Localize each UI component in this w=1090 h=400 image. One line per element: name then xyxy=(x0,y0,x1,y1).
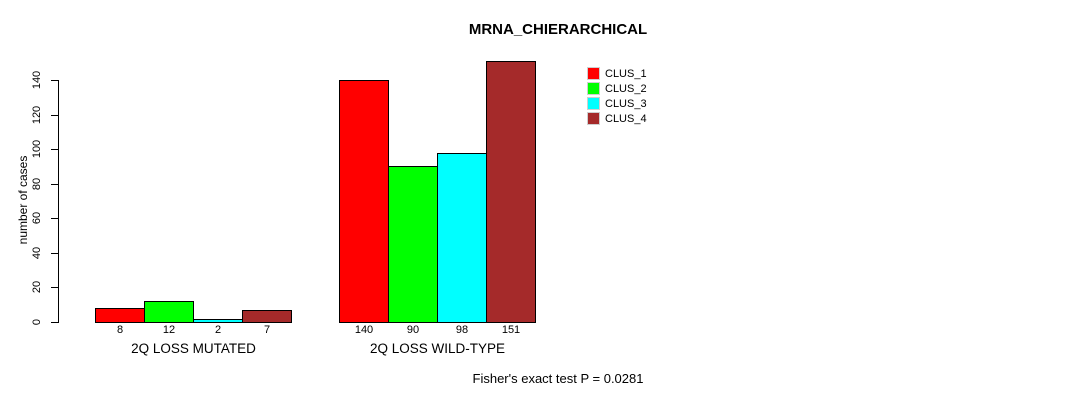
bar-value-label: 151 xyxy=(501,324,521,336)
annotation-text: Fisher's exact test P = 0.0281 xyxy=(472,371,644,386)
y-tick-mark xyxy=(51,252,58,254)
bar-clus_1 xyxy=(95,308,145,323)
bar-clus_2 xyxy=(144,301,194,323)
legend-swatch-clus_2 xyxy=(587,82,600,95)
bar-value-label: 140 xyxy=(354,324,374,336)
bar-value-label: 8 xyxy=(116,324,124,336)
bar-clus_3 xyxy=(193,318,243,323)
bar-value-label: 2 xyxy=(214,324,222,336)
legend-label: CLUS_4 xyxy=(605,112,647,125)
y-axis-label: number of cases xyxy=(16,155,30,245)
bar-value-label: 12 xyxy=(162,324,176,336)
chart-title: MRNA_CHIERARCHICAL xyxy=(468,21,648,38)
legend-swatch-clus_3 xyxy=(587,97,600,110)
y-tick-mark xyxy=(51,287,58,289)
y-tick-label: 120 xyxy=(31,105,43,124)
y-tick-mark xyxy=(51,322,58,323)
bar-clus_1 xyxy=(339,80,389,323)
legend-item: CLUS_2 xyxy=(587,81,647,96)
legend-label: CLUS_2 xyxy=(605,82,647,95)
bar-clus_4 xyxy=(486,60,536,323)
bar-clus_3 xyxy=(437,152,487,323)
bar-clus_4 xyxy=(242,309,292,323)
legend-item: CLUS_4 xyxy=(587,111,647,126)
y-tick-label: 20 xyxy=(31,281,43,294)
legend-swatch-clus_1 xyxy=(587,67,600,80)
y-tick-label: 0 xyxy=(31,318,43,326)
y-tick-mark xyxy=(51,218,58,220)
x-category-label: 2Q LOSS WILD-TYPE xyxy=(369,341,506,356)
legend-label: CLUS_1 xyxy=(605,67,647,80)
legend-label: CLUS_3 xyxy=(605,97,647,110)
y-tick-mark xyxy=(51,114,58,116)
x-category-label: 2Q LOSS MUTATED xyxy=(131,341,256,356)
legend-item: CLUS_3 xyxy=(587,96,647,111)
y-tick-label: 60 xyxy=(31,212,43,225)
legend: CLUS_1 CLUS_2 CLUS_3 CLUS_4 xyxy=(587,66,647,126)
y-tick-label: 140 xyxy=(31,70,43,90)
bar-value-label: 7 xyxy=(263,324,271,336)
y-axis-line xyxy=(58,80,59,323)
y-tick-mark xyxy=(51,149,58,151)
legend-item: CLUS_1 xyxy=(587,66,647,81)
bar-clus_2 xyxy=(388,166,438,323)
y-tick-label: 80 xyxy=(31,177,43,190)
y-tick-label: 40 xyxy=(31,246,43,259)
bar-value-label: 98 xyxy=(455,324,469,336)
y-tick-label: 100 xyxy=(31,139,43,159)
bar-value-label: 90 xyxy=(406,324,420,336)
y-tick-mark xyxy=(51,80,58,81)
y-tick-mark xyxy=(51,183,58,185)
legend-swatch-clus_4 xyxy=(587,112,600,125)
